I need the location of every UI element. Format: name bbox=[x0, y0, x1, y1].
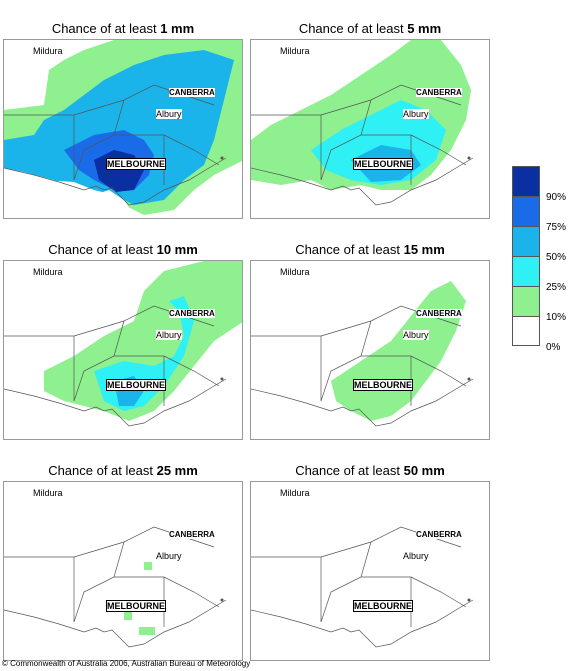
label-mildura: Mildura bbox=[280, 267, 310, 277]
copyright-notice: © Commonwealth of Australia 2006, Austra… bbox=[2, 659, 251, 668]
label-mildura: Mildura bbox=[33, 488, 63, 498]
label-melbourne: MELBOURNE bbox=[106, 158, 166, 170]
label-albury: Albury bbox=[403, 109, 429, 119]
label-canberra: CANBERRA bbox=[416, 309, 462, 318]
legend-label-50: 50% bbox=[546, 252, 567, 263]
legend-swatch bbox=[512, 196, 540, 226]
panel-title: Chance of at least 15 mm bbox=[295, 242, 445, 257]
label-albury: Albury bbox=[156, 551, 182, 561]
legend-swatch bbox=[512, 166, 540, 196]
label-mildura: Mildura bbox=[33, 46, 63, 56]
label-mildura: Mildura bbox=[280, 46, 310, 56]
legend-swatch bbox=[512, 226, 540, 256]
label-albury: Albury bbox=[156, 330, 182, 340]
legend-label-0: 0% bbox=[546, 342, 561, 353]
legend-swatches bbox=[512, 166, 540, 346]
label-albury: Albury bbox=[156, 109, 182, 119]
map-25mm bbox=[3, 481, 243, 661]
label-canberra: CANBERRA bbox=[169, 309, 215, 318]
panel-title: Chance of at least 5 mm bbox=[298, 21, 442, 36]
label-melbourne: MELBOURNE bbox=[353, 379, 413, 391]
legend: 90% 75% 50% 25% 10% 0% bbox=[512, 166, 566, 353]
panel-title: Chance of at least 50 mm bbox=[295, 463, 445, 478]
legend-label-10: 10% bbox=[546, 312, 567, 323]
panel-title: Chance of at least 25 mm bbox=[48, 463, 198, 478]
label-mildura: Mildura bbox=[280, 488, 310, 498]
label-canberra: CANBERRA bbox=[169, 88, 215, 97]
legend-swatch bbox=[512, 256, 540, 286]
legend-swatch bbox=[512, 286, 540, 316]
map-50mm bbox=[250, 481, 490, 661]
label-melbourne: MELBOURNE bbox=[106, 600, 166, 612]
label-melbourne: MELBOURNE bbox=[106, 379, 166, 391]
map-10mm bbox=[3, 260, 243, 440]
legend-label-75: 75% bbox=[546, 222, 567, 233]
legend-label-90: 90% bbox=[546, 192, 567, 203]
label-canberra: CANBERRA bbox=[169, 530, 215, 539]
panel-title: Chance of at least 1 mm bbox=[51, 21, 195, 36]
legend-label-25: 25% bbox=[546, 282, 567, 293]
map-1mm bbox=[3, 39, 243, 219]
label-mildura: Mildura bbox=[33, 267, 63, 277]
label-albury: Albury bbox=[403, 330, 429, 340]
legend-swatch bbox=[512, 316, 540, 346]
label-melbourne: MELBOURNE bbox=[353, 158, 413, 170]
label-canberra: CANBERRA bbox=[416, 88, 462, 97]
map-5mm bbox=[250, 39, 490, 219]
label-melbourne: MELBOURNE bbox=[353, 600, 413, 612]
label-canberra: CANBERRA bbox=[416, 530, 462, 539]
label-albury: Albury bbox=[403, 551, 429, 561]
panel-title: Chance of at least 10 mm bbox=[48, 242, 198, 257]
map-15mm bbox=[250, 260, 490, 440]
